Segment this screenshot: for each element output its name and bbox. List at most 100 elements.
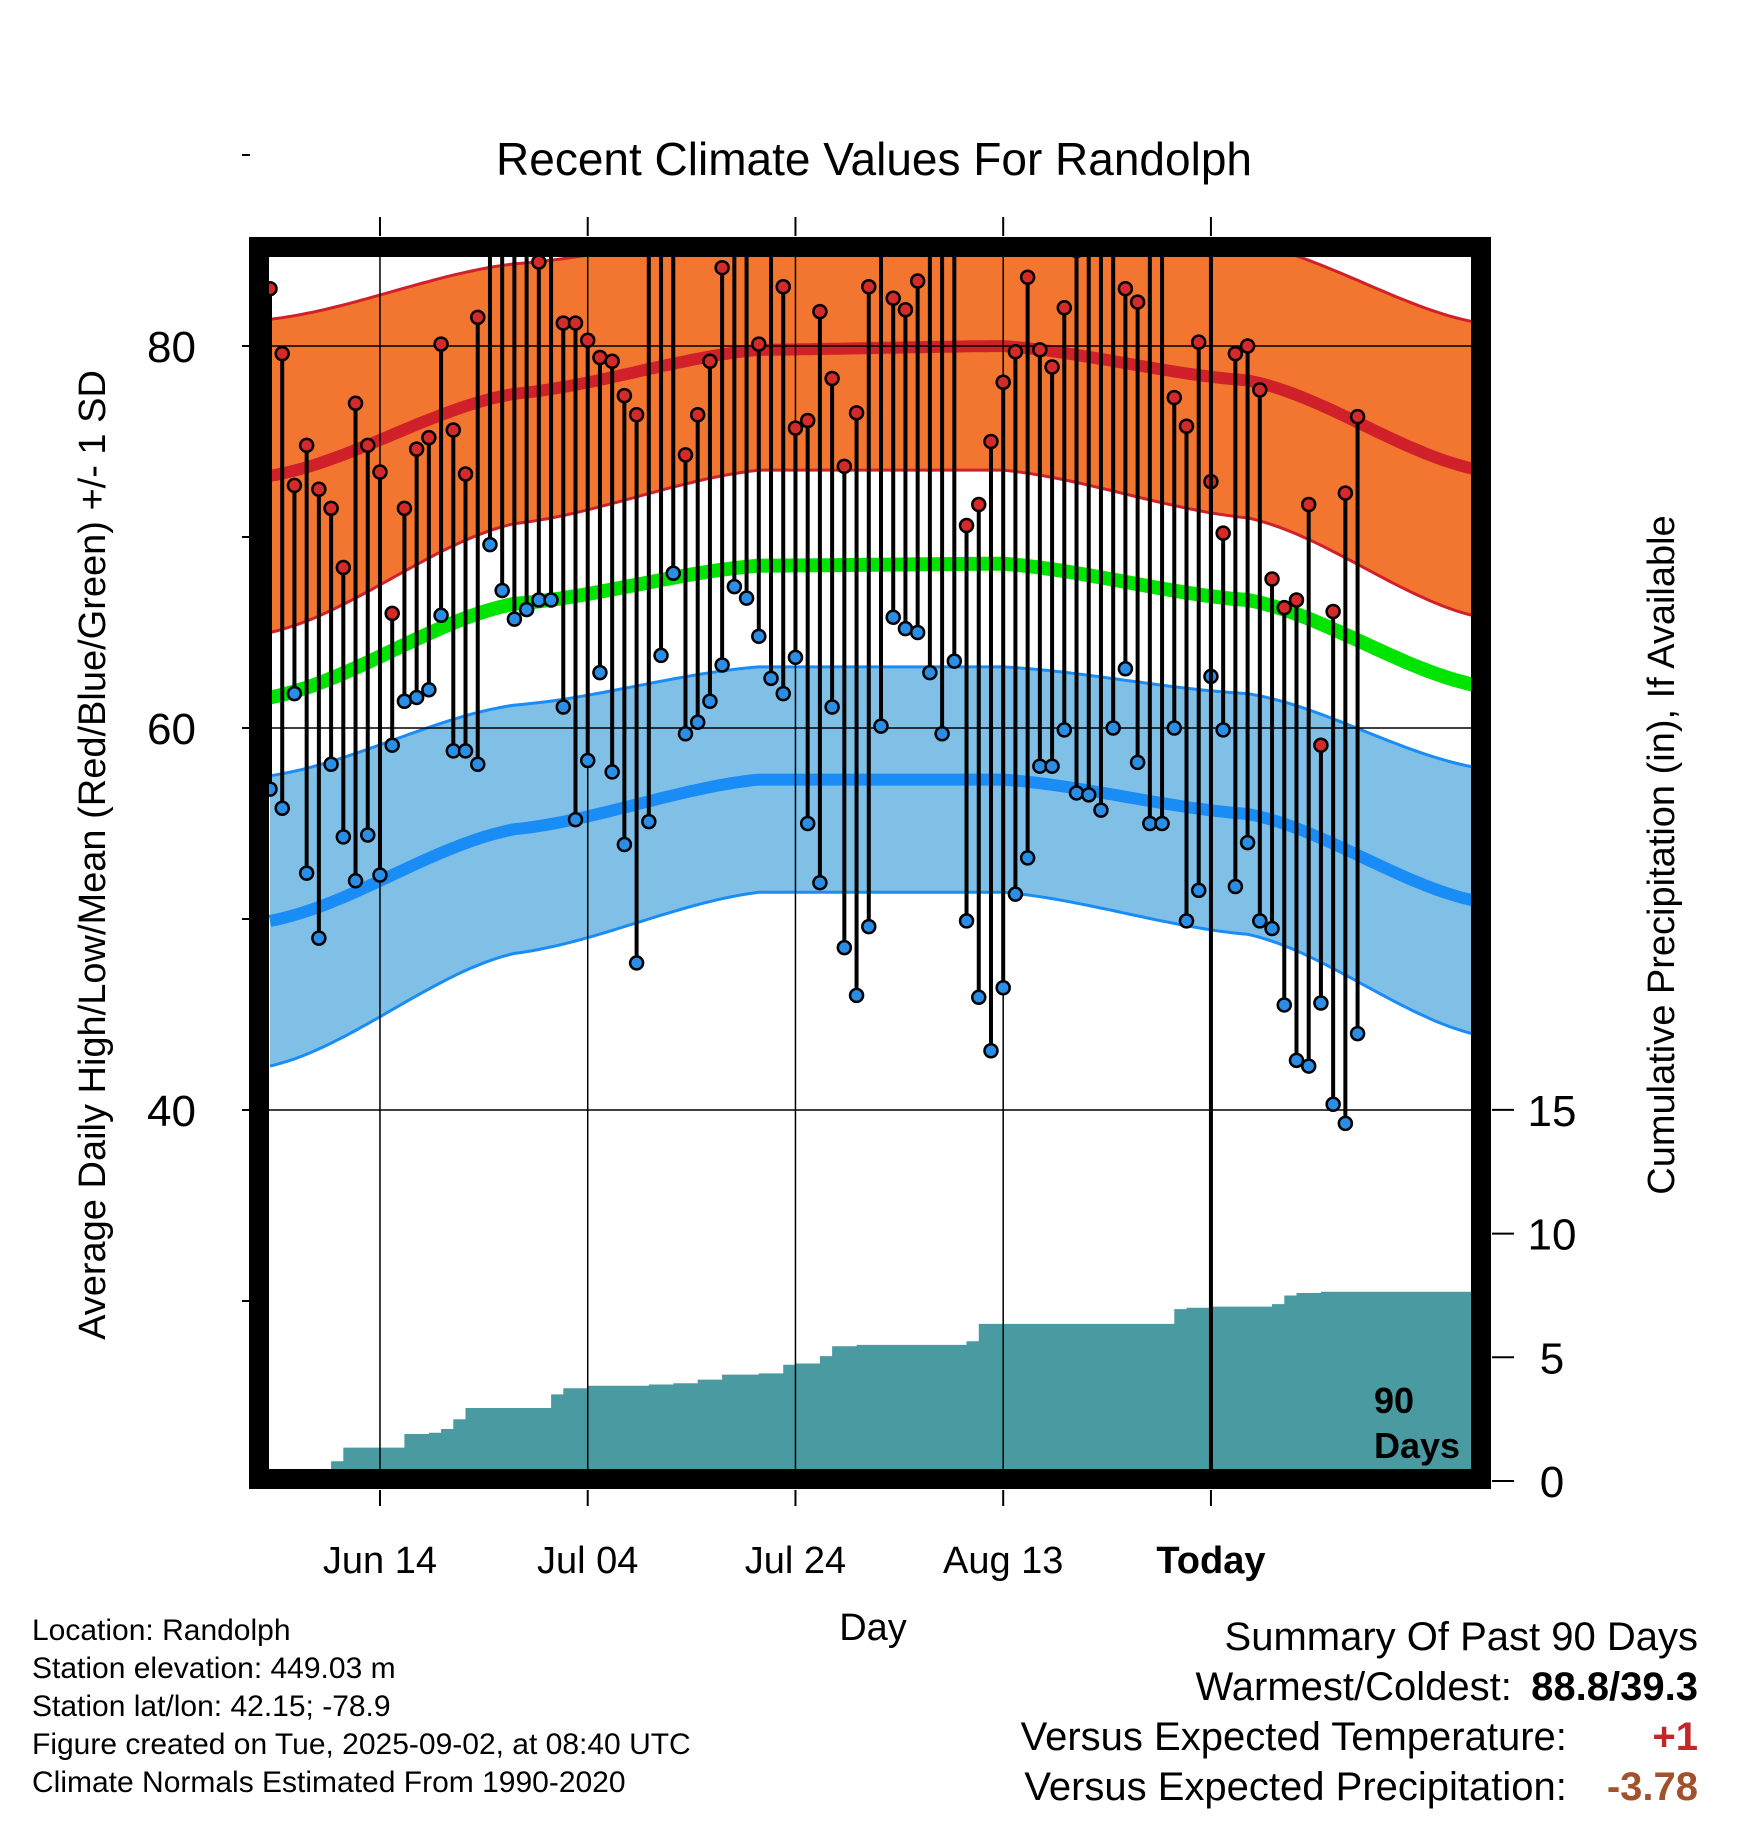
daily-high-point bbox=[824, 370, 840, 387]
low-band-upper-edge bbox=[269, 665, 1481, 778]
y-tick-label-left: 40 bbox=[147, 1087, 196, 1136]
daily-high-point bbox=[579, 332, 596, 349]
created-text: Figure created on Tue, 2025-09-02, at 08… bbox=[32, 1728, 691, 1761]
daily-high-point bbox=[848, 405, 865, 421]
daily-high-point bbox=[1349, 408, 1366, 425]
daily-high-point bbox=[836, 458, 853, 475]
daily-high-point bbox=[457, 466, 474, 482]
daily-high-point bbox=[408, 441, 425, 457]
daily-high-point bbox=[311, 481, 327, 497]
daily-high-point bbox=[812, 303, 828, 320]
daily-high-point bbox=[667, 215, 680, 228]
daily-low-point bbox=[311, 930, 327, 946]
daily-low-point bbox=[1288, 1052, 1305, 1069]
daily-high-point bbox=[347, 395, 364, 412]
daily-low-point bbox=[1300, 1058, 1317, 1074]
low-normal-line bbox=[268, 773, 1481, 927]
daily-low-point bbox=[408, 689, 425, 706]
daily-high-point bbox=[740, 219, 753, 232]
y-tick-label-right: 5 bbox=[1540, 1334, 1564, 1383]
daily-low-point bbox=[335, 829, 352, 845]
daily-low-point bbox=[775, 685, 791, 702]
summary-panel: Summary Of Past 90 Days Warmest/Coldest:… bbox=[1021, 1612, 1698, 1812]
daily-low-point bbox=[457, 743, 474, 759]
daily-low-point bbox=[665, 565, 682, 582]
daily-high-point bbox=[702, 353, 718, 370]
daily-high-point bbox=[885, 290, 901, 306]
daily-high-point bbox=[286, 477, 303, 494]
daily-high-point bbox=[1143, 200, 1156, 213]
daily-low-point bbox=[543, 592, 559, 608]
daily-low-point bbox=[983, 1043, 999, 1059]
daily-low-point bbox=[799, 815, 816, 832]
high-band-lower-edge bbox=[269, 468, 1481, 634]
daily-high-point bbox=[604, 353, 620, 370]
daily-high-point bbox=[1227, 345, 1244, 362]
daily-low-point bbox=[433, 607, 449, 624]
daily-low-point bbox=[372, 867, 388, 883]
daily-low-point bbox=[274, 800, 290, 816]
daily-low-point bbox=[1349, 1025, 1366, 1042]
daily-high-point bbox=[787, 420, 804, 436]
low-band-lower-edge bbox=[269, 890, 1481, 1068]
daily-high-point bbox=[1117, 280, 1134, 297]
y-axis-label-right: Cumulative Precipitation (in), If Availa… bbox=[1641, 515, 1683, 1194]
daily-low-point bbox=[971, 989, 987, 1006]
daily-low-point bbox=[1154, 815, 1170, 832]
daily-low-point bbox=[1252, 913, 1268, 929]
daily-high-point bbox=[433, 336, 449, 352]
daily-high-point bbox=[384, 605, 400, 622]
x-tick-label: Today bbox=[1156, 1540, 1265, 1582]
daily-high-point bbox=[1337, 485, 1354, 501]
daily-high-point bbox=[751, 336, 767, 352]
daily-high-point bbox=[765, 219, 778, 232]
daily-low-point bbox=[824, 699, 840, 715]
daily-low-point bbox=[1093, 802, 1109, 818]
daily-high-point bbox=[421, 429, 437, 446]
precip-area bbox=[270, 1291, 1482, 1481]
daily-high-point bbox=[1288, 592, 1305, 608]
location-text: Location: Randolph bbox=[32, 1614, 291, 1647]
daily-low-point bbox=[946, 653, 963, 669]
daily-low-point bbox=[885, 609, 901, 625]
warm-cold-separator: / bbox=[1609, 1665, 1621, 1709]
daily-high-point bbox=[775, 279, 791, 295]
elevation-text: Station elevation: 449.03 m bbox=[32, 1652, 396, 1685]
y-axis-label-left: Average Daily High/Low/Mean (Red/Blue/Gr… bbox=[72, 370, 114, 1340]
daily-high-point bbox=[923, 191, 936, 204]
daily-high-point bbox=[360, 437, 376, 454]
daily-low-point bbox=[1019, 850, 1036, 866]
daily-low-point bbox=[1056, 722, 1073, 738]
window-marker-label-days: Days bbox=[1374, 1425, 1460, 1466]
daily-high-point bbox=[396, 500, 413, 517]
daily-low-point bbox=[616, 836, 633, 853]
daily-low-point bbox=[738, 590, 755, 606]
daily-high-point bbox=[1276, 599, 1293, 616]
daily-high-point bbox=[1032, 342, 1048, 358]
daily-low-point bbox=[1190, 882, 1207, 899]
daily-high-point bbox=[1178, 418, 1195, 434]
daily-high-point bbox=[628, 407, 645, 423]
daily-low-point bbox=[1215, 722, 1231, 738]
daily-low-point bbox=[836, 939, 853, 956]
daily-low-point bbox=[689, 714, 706, 731]
daily-high-point bbox=[861, 279, 877, 295]
y-tick-label-left: 80 bbox=[147, 323, 196, 372]
daily-high-point bbox=[1325, 603, 1341, 620]
daily-high-point bbox=[1082, 200, 1095, 213]
daily-low-point bbox=[1178, 913, 1195, 929]
chart-title: Recent Climate Values For Randolph bbox=[496, 133, 1252, 185]
daily-low-point bbox=[922, 664, 938, 681]
coldest-value: 39.3 bbox=[1620, 1665, 1698, 1709]
daily-low-point bbox=[1117, 661, 1134, 677]
daily-low-point bbox=[592, 664, 608, 681]
summary-precip-row: Versus Expected Precipitation: -3.78 bbox=[1021, 1762, 1698, 1812]
daily-low-point bbox=[848, 987, 865, 1004]
y-tick-label-right: 0 bbox=[1540, 1458, 1564, 1507]
daily-low-point bbox=[298, 865, 315, 881]
station-info: Location: Randolph Station elevation: 44… bbox=[32, 1612, 691, 1802]
daily-low-point bbox=[812, 874, 828, 891]
daily-high-point bbox=[948, 213, 961, 226]
warmest-value: 88.8 bbox=[1531, 1665, 1610, 1709]
y-tick-label-right: 10 bbox=[1528, 1211, 1577, 1260]
